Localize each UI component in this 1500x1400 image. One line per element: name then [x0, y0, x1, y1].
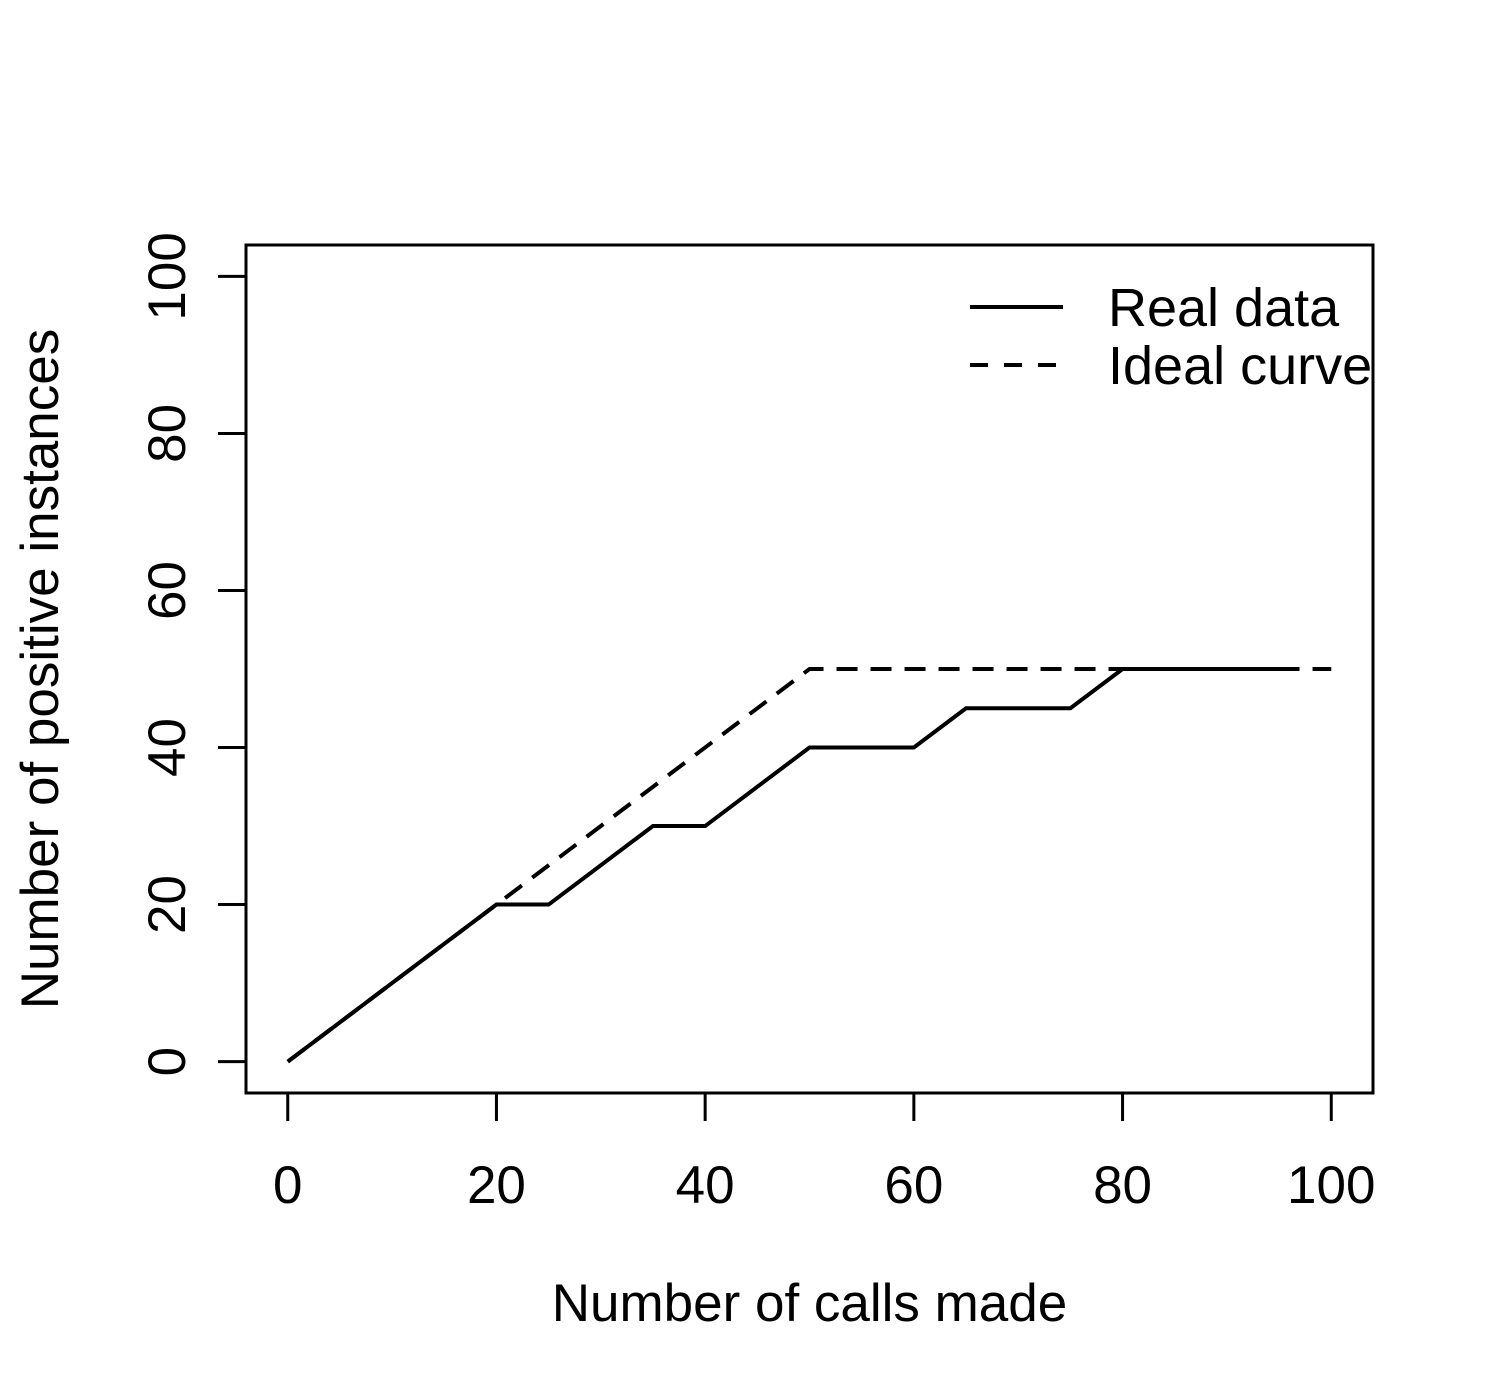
- series-line-ideal-curve: [286, 667, 1332, 1064]
- legend-label: Ideal curve: [1108, 336, 1372, 396]
- x-axis-tick-label: 80: [1093, 1156, 1152, 1215]
- x-axis-tick-label: 20: [467, 1156, 526, 1215]
- y-axis-tick-label: 100: [138, 232, 197, 320]
- x-axis-tick-label: 60: [884, 1156, 943, 1215]
- plot-frame: [244, 243, 1375, 1095]
- x-axis-tick-label: 40: [676, 1156, 735, 1215]
- y-axis-tick-label: 60: [138, 561, 197, 620]
- y-axis-tick-label: 80: [138, 404, 197, 463]
- x-axis-tick-label: 100: [1287, 1156, 1375, 1215]
- legend-label: Real data: [1108, 278, 1340, 338]
- y-axis-title: Number of positive instances: [11, 329, 70, 1010]
- y-axis-tick-label: 40: [138, 718, 197, 777]
- x-axis-title: Number of calls made: [552, 1274, 1067, 1333]
- y-axis-tick-label: 0: [138, 1047, 197, 1076]
- y-axis-tick-label: 20: [138, 875, 197, 934]
- series-line-real-data: [286, 667, 1280, 1064]
- x-axis-tick-label: 0: [273, 1156, 302, 1215]
